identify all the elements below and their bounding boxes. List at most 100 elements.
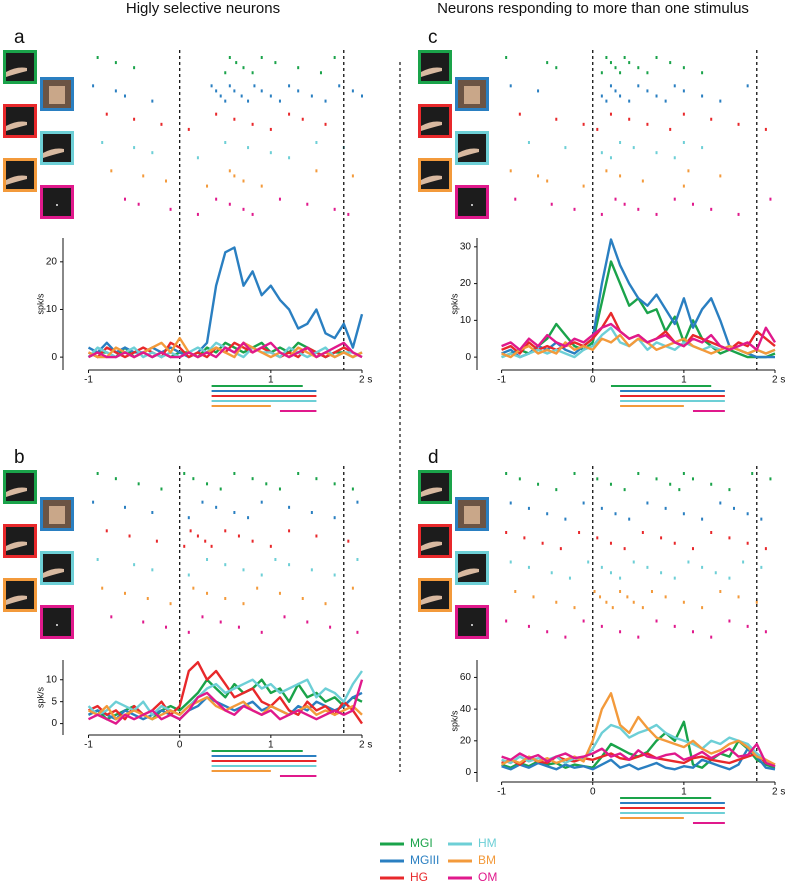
raster-spike	[710, 635, 713, 639]
raster-spike	[324, 122, 327, 126]
raster-spike	[260, 56, 263, 59]
raster-spike	[691, 202, 694, 206]
x-tick-label: 0	[177, 740, 183, 751]
x-tick-label: 2 s	[772, 787, 785, 798]
raster-spike	[682, 512, 685, 516]
raster-spike	[224, 529, 227, 533]
raster-spike	[600, 624, 603, 628]
raster-spike	[701, 94, 704, 98]
raster-spike	[600, 565, 603, 569]
y-tick-label: 0	[465, 767, 471, 778]
raster-spike	[582, 122, 585, 126]
raster-spike	[242, 207, 245, 211]
raster-spike	[219, 487, 222, 491]
raster-spike	[269, 127, 272, 131]
raster-spike	[288, 84, 291, 88]
raster-spike	[278, 591, 281, 595]
raster-spike	[110, 169, 113, 173]
raster-spike	[351, 89, 354, 93]
raster-spike	[678, 488, 681, 492]
raster-spike	[593, 590, 596, 593]
stimulus-image	[421, 107, 449, 135]
raster-spike	[609, 112, 612, 116]
raster-spike	[301, 117, 304, 121]
raster-spike	[201, 500, 204, 504]
raster-spike	[133, 146, 136, 150]
raster-spike	[101, 586, 104, 590]
raster-spike	[260, 500, 263, 504]
raster-spike	[228, 84, 231, 88]
raster-spike	[315, 477, 318, 481]
raster-spike	[609, 156, 612, 160]
psth-line	[87, 679, 364, 725]
raster-spike	[165, 179, 168, 183]
raster-spike	[260, 184, 263, 188]
raster-spike	[505, 56, 508, 59]
stimulus-object	[471, 624, 473, 626]
raster-spike	[105, 529, 108, 533]
raster-spike	[619, 71, 622, 75]
raster-spike	[596, 127, 599, 131]
y-axis-label: spk/s	[449, 293, 459, 315]
raster-spike	[710, 531, 713, 534]
raster-spike	[278, 197, 281, 201]
raster-spike	[274, 61, 277, 65]
raster-spike	[760, 565, 763, 569]
raster-spike	[356, 500, 359, 504]
raster-spike	[260, 573, 263, 577]
raster-spike	[596, 477, 599, 481]
raster-spike	[609, 571, 612, 575]
psth-line	[501, 333, 776, 359]
raster-spike	[605, 56, 608, 59]
raster-spike	[310, 511, 313, 514]
raster-spike	[347, 539, 350, 543]
raster-spike	[509, 84, 512, 88]
raster-spike	[632, 146, 635, 150]
raster-spike	[555, 66, 558, 70]
raster-spike	[537, 89, 540, 93]
raster-spike	[714, 571, 717, 575]
raster-spike	[92, 500, 95, 504]
raster-spike	[626, 595, 629, 599]
raster-spike	[673, 84, 676, 88]
raster-spike	[646, 501, 649, 505]
raster-spike	[142, 620, 145, 624]
stimulus-image	[6, 473, 34, 501]
x-tick-label: 0	[590, 375, 596, 386]
raster-spike	[242, 179, 245, 183]
raster-spike	[568, 576, 571, 580]
raster-spike	[746, 84, 749, 88]
raster-spike	[215, 89, 218, 93]
raster-spike	[315, 534, 318, 538]
raster-spike	[361, 94, 363, 98]
raster-spike	[669, 127, 672, 131]
raster-spike	[632, 560, 635, 564]
raster-spike	[324, 99, 327, 103]
raster-spike	[655, 56, 658, 59]
raster-spike	[242, 568, 245, 572]
raster-spike	[333, 516, 336, 520]
psth-line	[87, 661, 363, 725]
psth-line	[501, 692, 776, 766]
raster-spike	[719, 590, 722, 593]
raster-spike	[641, 606, 644, 610]
y-tick-label: 20	[460, 735, 472, 746]
raster-spike	[247, 516, 250, 520]
raster-spike	[278, 99, 281, 103]
raster-spike	[215, 505, 218, 509]
psth-line	[501, 723, 776, 768]
raster-spike	[614, 512, 617, 516]
raster-spike	[609, 541, 612, 545]
x-tick-label: -1	[84, 375, 93, 386]
raster-spike	[682, 184, 685, 188]
raster-spike	[260, 630, 263, 634]
raster-spike	[646, 122, 649, 126]
stimulus-image	[458, 134, 486, 162]
raster-spike	[224, 99, 227, 103]
raster-spike	[664, 595, 667, 599]
x-tick-label: 2 s	[359, 740, 372, 751]
raster-spike	[233, 472, 236, 475]
stimulus-image	[43, 134, 71, 162]
raster-spike	[628, 61, 631, 65]
raster-spike	[288, 505, 291, 509]
